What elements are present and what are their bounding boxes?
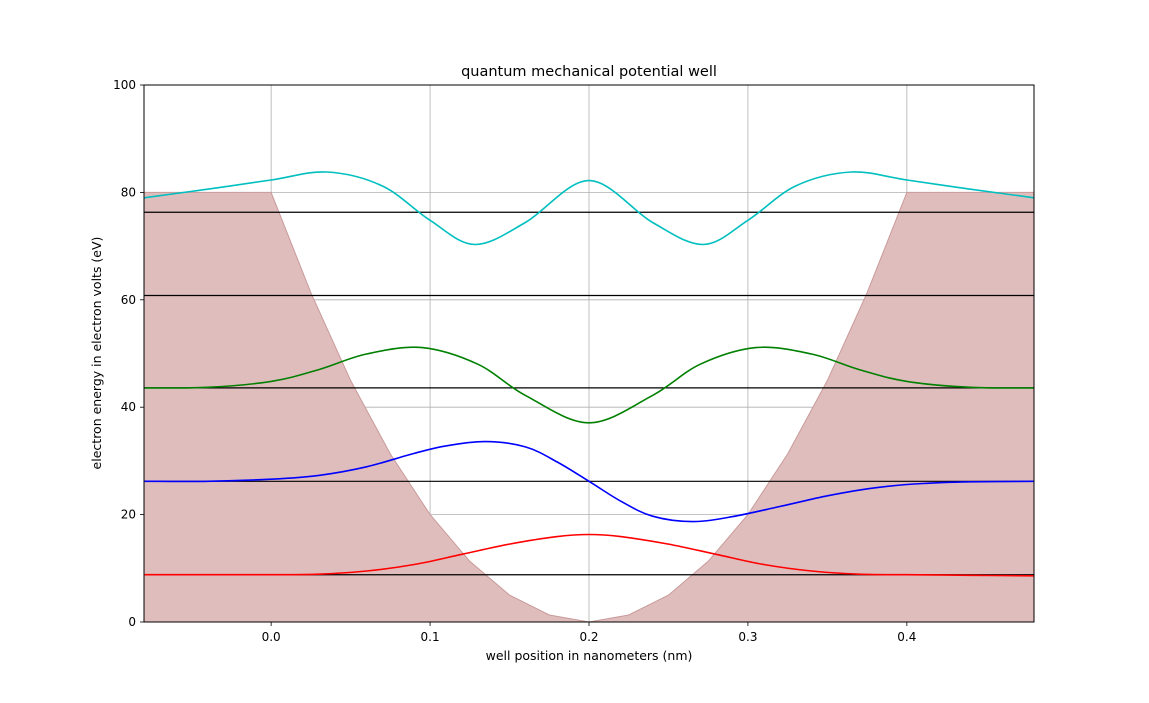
wavefunction-line: [143, 440, 1035, 523]
x-axis-label: well position in nanometers (nm): [486, 648, 693, 663]
x-tick-label: 0.0: [262, 630, 281, 644]
y-axis-label: electron energy in electron volts (eV): [89, 237, 104, 470]
y-tick-label: 100: [113, 78, 136, 92]
x-tick-label: 0.4: [897, 630, 916, 644]
potential-fill: [143, 191, 1035, 623]
potential-well: [143, 191, 1035, 623]
x-tick-label: 0.1: [421, 630, 440, 644]
x-tick-label: 0.2: [579, 630, 598, 644]
y-tick-label: 20: [121, 508, 136, 522]
wavefunction-line: [143, 533, 1035, 577]
axis-ticks: 0.0 0.1 0.2 0.3 0.4 0 20 40 60 80 100: [113, 78, 916, 644]
y-tick-label: 0: [128, 615, 136, 629]
x-tick-label: 0.3: [738, 630, 757, 644]
wavefunction-line: [143, 171, 1035, 246]
wavefunction-line: [143, 346, 1035, 424]
y-tick-label: 40: [121, 400, 136, 414]
wavefunctions: [143, 171, 1035, 577]
chart-title: quantum mechanical potential well: [461, 64, 717, 80]
y-tick-label: 60: [121, 293, 136, 307]
y-tick-label: 80: [121, 185, 136, 199]
